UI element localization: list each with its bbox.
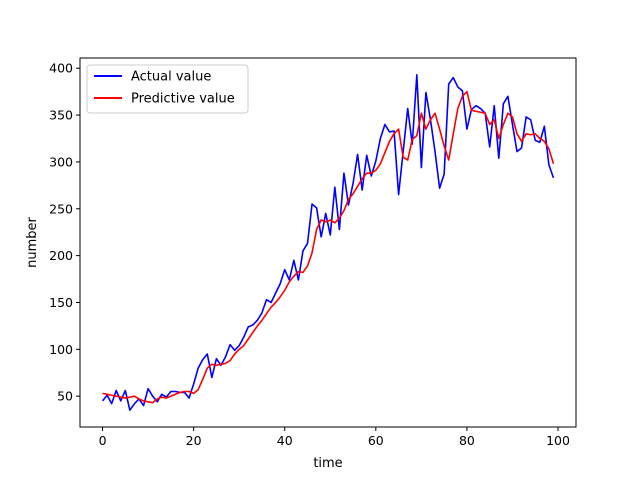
x-tick-label: 100 xyxy=(546,433,570,448)
x-tick-label: 80 xyxy=(459,433,475,448)
x-tick-label: 60 xyxy=(368,433,384,448)
y-tick-label: 100 xyxy=(49,342,73,357)
y-tick-label: 250 xyxy=(49,201,73,216)
legend: Actual value Predictive value xyxy=(86,64,249,114)
y-axis-label: number xyxy=(25,216,40,267)
series-layer xyxy=(101,73,555,412)
legend-label-predictive: Predictive value xyxy=(131,92,235,107)
y-tick-label: 150 xyxy=(49,295,73,310)
y-axis-ticks: 50 100 150 200 250 300 350 400 xyxy=(49,61,80,404)
y-tick-label: 400 xyxy=(49,61,73,76)
series-line-actual xyxy=(101,73,555,412)
axes-frame xyxy=(79,57,577,428)
x-tick-label: 20 xyxy=(186,433,202,448)
x-tick-label: 0 xyxy=(99,433,107,448)
legend-box xyxy=(86,64,249,114)
y-tick-label: 200 xyxy=(49,248,73,263)
axes: 0 20 40 60 80 100 50 100 150 200 250 300 350 400 xyxy=(49,57,577,448)
x-axis-ticks: 0 20 40 60 80 100 xyxy=(99,427,570,448)
y-tick-label: 50 xyxy=(57,389,73,404)
y-tick-label: 350 xyxy=(49,108,73,123)
y-tick-label: 300 xyxy=(49,154,73,169)
series-line-predictive xyxy=(102,90,555,404)
x-axis-label: time xyxy=(313,456,342,471)
x-tick-label: 40 xyxy=(277,433,293,448)
legend-label-actual: Actual value xyxy=(131,70,211,85)
